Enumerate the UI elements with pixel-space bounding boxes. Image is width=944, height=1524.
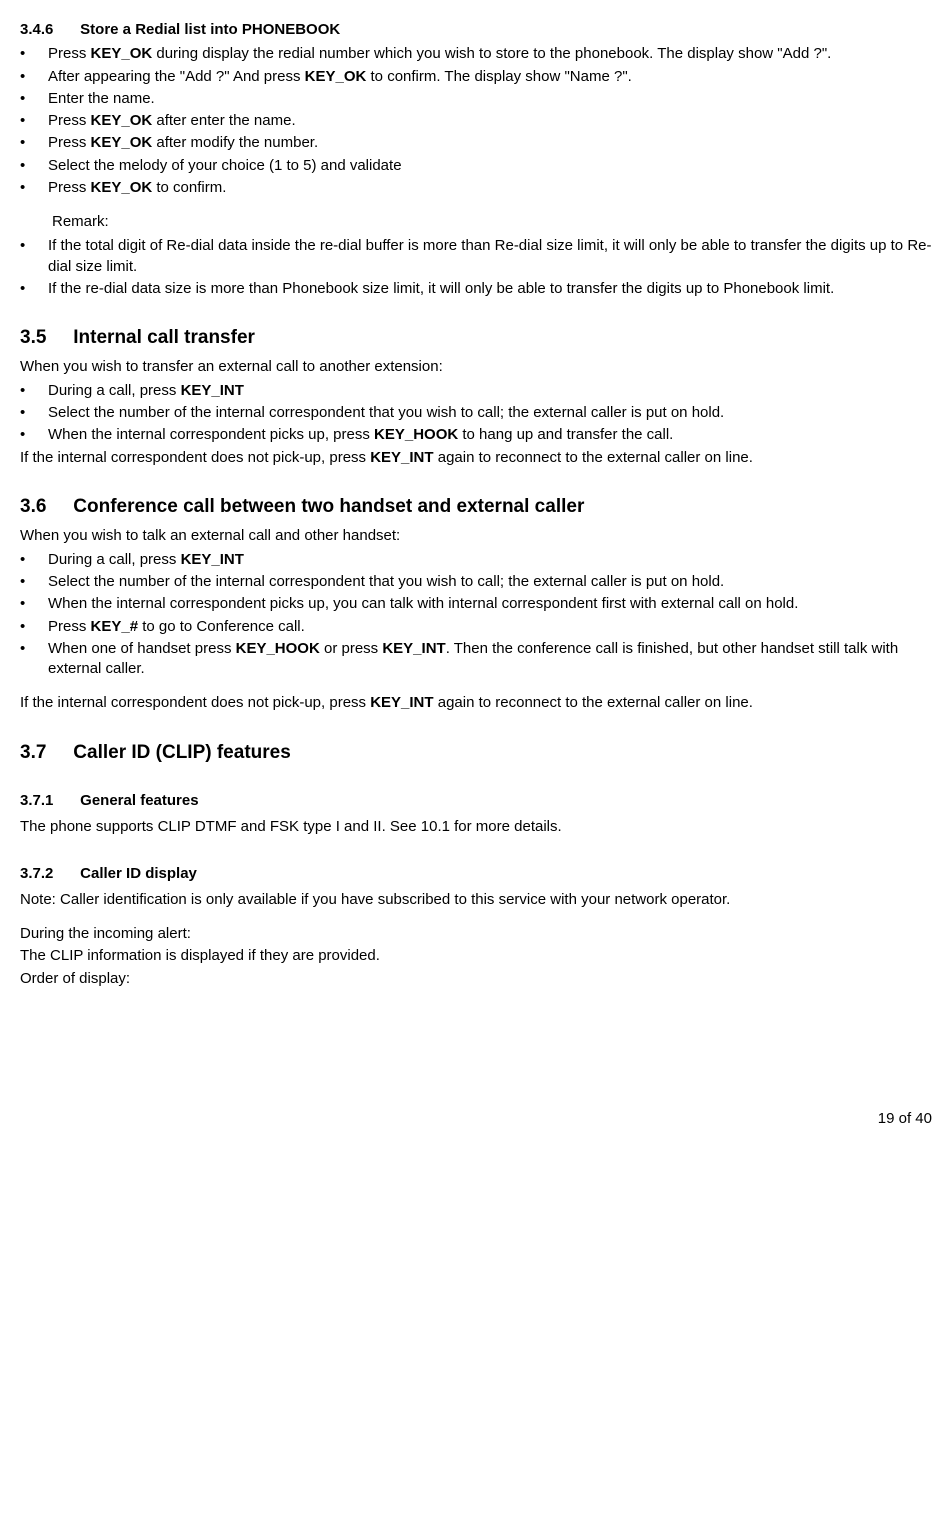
s371-text: The phone supports CLIP DTMF and FSK typ…	[20, 817, 932, 837]
list-item: Enter the name.	[20, 89, 932, 109]
list-item: During a call, press KEY_INT	[20, 381, 932, 401]
heading-346-title: Store a Redial list into PHONEBOOK	[80, 21, 340, 38]
s372-l1: During the incoming alert:	[20, 924, 932, 944]
list-346: Press KEY_OK during display the redial n…	[20, 44, 932, 198]
list-item: When the internal correspondent picks up…	[20, 594, 932, 614]
heading-371-num: 3.7.1	[20, 791, 76, 811]
remark-label: Remark:	[52, 212, 932, 232]
list-item: Press KEY_OK during display the redial n…	[20, 44, 932, 64]
heading-372-title: Caller ID display	[80, 865, 197, 882]
s372-l2: The CLIP information is displayed if the…	[20, 946, 932, 966]
heading-372: 3.7.2 Caller ID display	[20, 864, 932, 884]
s35-outro: If the internal correspondent does not p…	[20, 448, 932, 468]
heading-37-num: 3.7	[20, 740, 68, 766]
list-item: When the internal correspondent picks up…	[20, 425, 932, 445]
list-item: Select the number of the internal corres…	[20, 403, 932, 423]
list-item: Press KEY_OK after modify the number.	[20, 133, 932, 153]
s36-outro: If the internal correspondent does not p…	[20, 693, 932, 713]
s372-note: Note: Caller identification is only avai…	[20, 890, 932, 910]
list-36: During a call, press KEY_INTSelect the n…	[20, 550, 932, 680]
list-item: Press KEY_# to go to Conference call.	[20, 617, 932, 637]
s35-intro: When you wish to transfer an external ca…	[20, 357, 932, 377]
list-item: Press KEY_OK to confirm.	[20, 178, 932, 198]
list-35: During a call, press KEY_INTSelect the n…	[20, 381, 932, 446]
list-item: Press KEY_OK after enter the name.	[20, 111, 932, 131]
heading-371: 3.7.1 General features	[20, 791, 932, 811]
list-item: During a call, press KEY_INT	[20, 550, 932, 570]
list-item: Select the melody of your choice (1 to 5…	[20, 156, 932, 176]
list-item: When one of handset press KEY_HOOK or pr…	[20, 639, 932, 680]
heading-35-num: 3.5	[20, 325, 68, 351]
page-footer: 19 of 40	[20, 1109, 932, 1129]
heading-37: 3.7 Caller ID (CLIP) features	[20, 740, 932, 766]
list-item: If the total digit of Re-dial data insid…	[20, 236, 932, 277]
heading-36-num: 3.6	[20, 494, 68, 520]
heading-346-num: 3.4.6	[20, 20, 76, 40]
heading-36-title: Conference call between two handset and …	[73, 496, 584, 517]
list-item: If the re-dial data size is more than Ph…	[20, 279, 932, 299]
heading-36: 3.6 Conference call between two handset …	[20, 494, 932, 520]
s372-l3: Order of display:	[20, 969, 932, 989]
list-item: Select the number of the internal corres…	[20, 572, 932, 592]
list-item: After appearing the "Add ?" And press KE…	[20, 67, 932, 87]
heading-372-num: 3.7.2	[20, 864, 76, 884]
heading-35: 3.5 Internal call transfer	[20, 325, 932, 351]
heading-37-title: Caller ID (CLIP) features	[73, 742, 291, 763]
list-346-remarks: If the total digit of Re-dial data insid…	[20, 236, 932, 299]
heading-371-title: General features	[80, 792, 198, 809]
s36-intro: When you wish to talk an external call a…	[20, 526, 932, 546]
heading-346: 3.4.6 Store a Redial list into PHONEBOOK	[20, 20, 932, 40]
heading-35-title: Internal call transfer	[73, 327, 255, 348]
